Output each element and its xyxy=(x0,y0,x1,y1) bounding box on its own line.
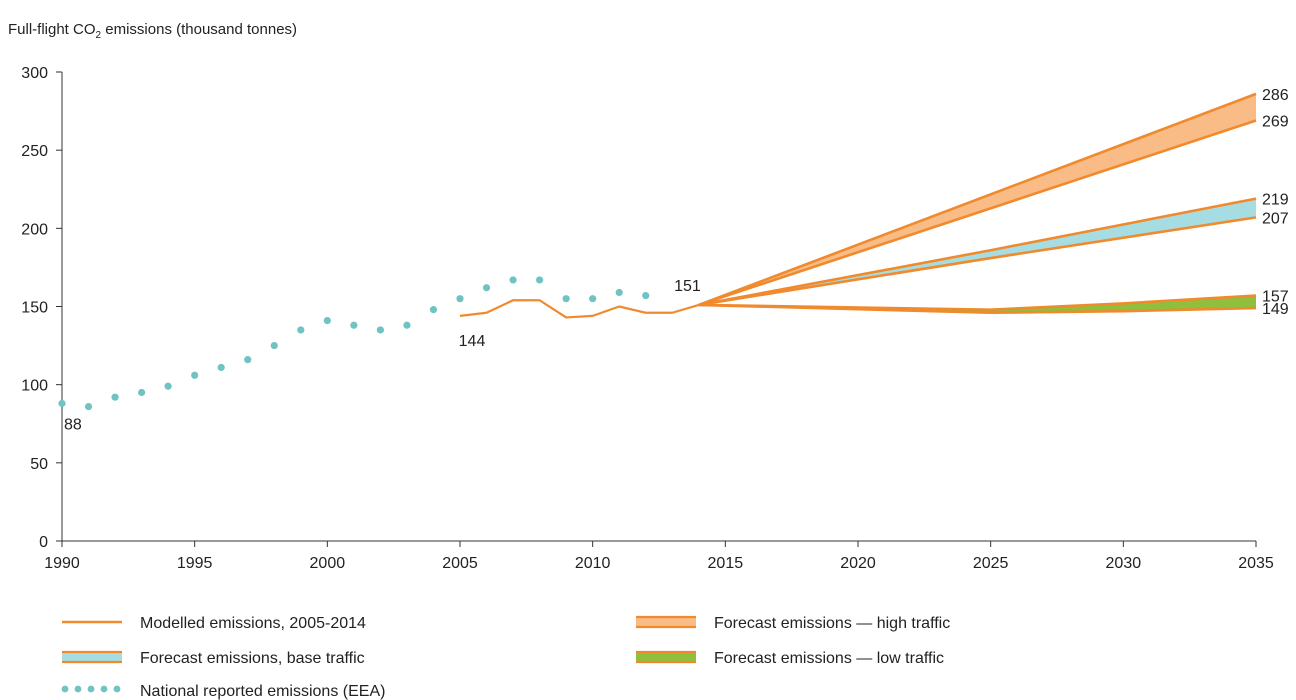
data-label: 144 xyxy=(459,333,486,350)
eea-emissions-point xyxy=(270,341,278,350)
legend-label: Modelled emissions, 2005-2014 xyxy=(140,615,366,632)
x-tick-label: 2015 xyxy=(708,555,744,572)
forecast-band-lower-line xyxy=(698,119,1257,307)
chart-title-main: Full-flight CO xyxy=(8,21,96,38)
legend-swatch-band xyxy=(62,652,122,662)
x-tick-label: 1990 xyxy=(44,555,80,572)
eea-emissions-point xyxy=(589,295,597,303)
x-tick-label: 2010 xyxy=(575,555,611,572)
eea-emissions-point xyxy=(429,306,438,314)
data-label: 269 xyxy=(1262,113,1289,130)
legend-item: Forecast emissions — high traffic xyxy=(636,615,950,632)
y-tick-label: 300 xyxy=(21,65,48,82)
y-tick-label: 100 xyxy=(21,378,48,395)
legend-item: Forecast emissions, base traffic xyxy=(62,650,365,667)
x-tick-label: 1995 xyxy=(177,555,213,572)
x-tick-label: 2020 xyxy=(840,555,876,572)
y-tick-label: 200 xyxy=(21,221,48,238)
eea-emissions-point xyxy=(509,276,517,284)
x-tick-label: 2035 xyxy=(1238,555,1274,572)
eea-emissions-point xyxy=(111,393,119,401)
data-label: 286 xyxy=(1262,87,1289,104)
chart-title-rest: emissions (thousand tonnes) xyxy=(101,21,297,38)
data-label: 149 xyxy=(1262,301,1289,318)
legend-item: Modelled emissions, 2005-2014 xyxy=(62,615,366,632)
eea-emissions-point xyxy=(138,388,146,397)
x-tick-label: 2005 xyxy=(442,555,478,572)
data-label: 151 xyxy=(674,278,701,295)
eea-emissions-point xyxy=(536,276,544,284)
y-tick-label: 150 xyxy=(21,300,48,317)
y-tick-label: 0 xyxy=(39,534,48,551)
eea-emissions-point xyxy=(562,295,570,303)
eea-emissions-point xyxy=(350,321,358,329)
legend-swatch-dot xyxy=(113,685,121,693)
x-tick-label: 2000 xyxy=(310,555,346,572)
plot-area: 0 50 100 150 200 250 300 1990 1995 2000 2005 2010 20… xyxy=(21,65,1289,572)
legend-label: Forecast emissions — high traffic xyxy=(714,615,950,632)
legend: Modelled emissions, 2005-2014 Forecast em… xyxy=(61,615,950,700)
eea-emissions-point xyxy=(84,402,93,411)
legend-swatch-dot xyxy=(87,685,95,693)
legend-swatch-band xyxy=(636,652,696,662)
legend-item: Forecast emissions — low traffic xyxy=(636,650,944,667)
eea-emissions-point xyxy=(456,295,464,303)
legend-swatch-dot xyxy=(100,685,108,693)
forecast-band-lower-line xyxy=(698,216,1257,307)
eea-emissions-point xyxy=(323,316,331,325)
eea-emissions-point xyxy=(164,382,172,390)
eea-emissions-point xyxy=(642,291,650,300)
legend-label: Forecast emissions, base traffic xyxy=(140,650,365,667)
data-label: 157 xyxy=(1262,289,1289,306)
forecast-band-upper-line xyxy=(698,294,1257,311)
legend-label: Forecast emissions — low traffic xyxy=(714,650,944,667)
x-tick-label: 2025 xyxy=(973,555,1009,572)
chart-title-subscript: 2 xyxy=(96,30,102,41)
eea-emissions-point xyxy=(297,326,305,334)
legend-swatch-dot xyxy=(61,685,69,693)
eea-emissions-point xyxy=(244,356,252,364)
forecast-band-upper-line xyxy=(698,197,1257,307)
modelled-emissions-line xyxy=(459,299,700,319)
eea-emissions-point xyxy=(482,284,491,292)
eea-emissions-point xyxy=(191,371,199,379)
eea-emissions-point xyxy=(615,288,623,297)
eea-emissions-point xyxy=(217,363,225,372)
legend-swatch-band xyxy=(636,617,696,627)
y-tick-label: 50 xyxy=(30,456,48,473)
x-tick-label: 2030 xyxy=(1106,555,1142,572)
forecast-band-upper-line xyxy=(698,92,1257,307)
legend-swatch-dot xyxy=(74,685,82,693)
eea-emissions-point xyxy=(376,326,384,334)
data-label: 207 xyxy=(1262,210,1289,227)
forecast-band-lower-line xyxy=(698,303,1257,315)
data-label: 88 xyxy=(64,416,82,433)
eea-emissions-point xyxy=(403,321,411,329)
legend-label: National reported emissions (EEA) xyxy=(140,683,385,700)
eea-emissions-point xyxy=(58,399,66,408)
y-tick-label: 250 xyxy=(21,143,48,160)
data-label: 219 xyxy=(1262,192,1289,209)
chart-title: Full-flight CO2 emissions (thousand tonn… xyxy=(8,21,297,41)
legend-item: National reported emissions (EEA) xyxy=(61,683,385,700)
